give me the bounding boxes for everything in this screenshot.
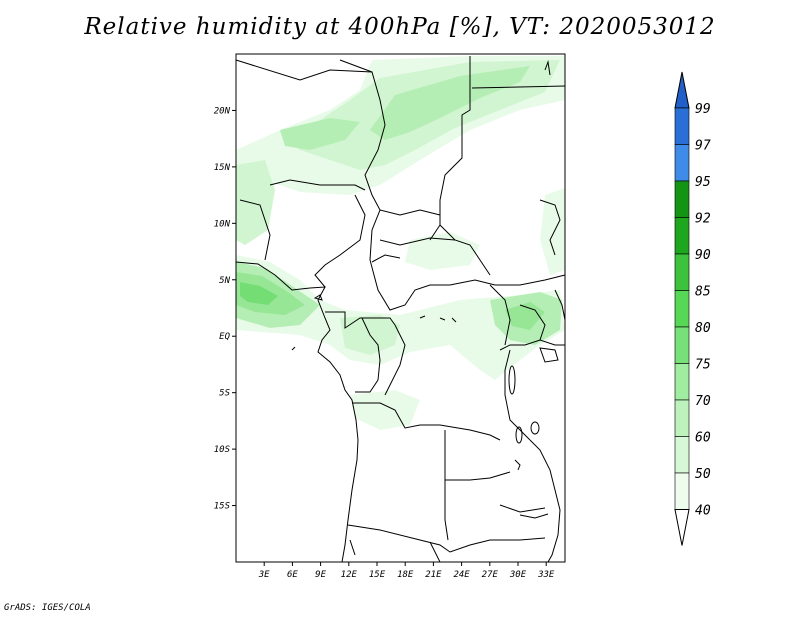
humidity-area-west-inland	[236, 160, 275, 245]
map-frame	[235, 53, 566, 563]
colorbar-label: 50	[695, 467, 711, 482]
colorbar-segment	[674, 290, 690, 328]
lat-tick-label: 5N	[219, 276, 230, 286]
humidity-shading	[236, 56, 565, 430]
lon-tick-label: 21E	[425, 570, 442, 580]
lon-tick-label: 9E	[315, 570, 326, 580]
colorbar-label: 97	[695, 139, 711, 154]
colorbar-label: 80	[695, 321, 711, 336]
lon-tick-label: 33E	[537, 570, 555, 580]
colorbar-bottom-arrow	[674, 509, 690, 546]
humidity-area-lake-region	[505, 302, 545, 330]
humidity-area-central-belt	[405, 232, 480, 270]
country-borders	[235, 56, 566, 563]
lon-tick-label: 12E	[341, 570, 358, 580]
lon-tick-label: 3E	[258, 570, 270, 580]
map-title: Relative humidity at 400hPa [%], VT: 202…	[84, 14, 716, 40]
colorbar-segment	[674, 253, 690, 291]
colorbar-label: 75	[695, 358, 711, 373]
colorbar-label: 70	[695, 394, 711, 409]
lon-tick-label: 6E	[287, 570, 298, 580]
lat-tick-label: 15S	[214, 502, 231, 512]
lat-tick-label: 10N	[214, 219, 231, 229]
colorbar-segment	[674, 107, 690, 145]
humidity-area-east-strip	[540, 188, 565, 275]
lon-tick-label: 15E	[369, 570, 386, 580]
lat-tick-label: 20N	[214, 106, 231, 116]
humidity-area-north-core	[370, 66, 530, 140]
humidity-area-north-west	[280, 118, 360, 150]
colorbar-segment	[674, 363, 690, 401]
colorbar-label: 99	[695, 102, 711, 117]
longitude-axis: 3E 6E 9E 12E 15E 18E 21E 24E 27E 30E 33E	[258, 562, 555, 580]
colorbar-segment	[674, 144, 690, 182]
colorbar: 99 97 95 92 90 85 80 75 70 60 50 40	[674, 71, 711, 546]
grads-credit: GrADS: IGES/COLA	[4, 603, 91, 613]
humidity-area-south	[350, 390, 420, 430]
colorbar-segment	[674, 326, 690, 364]
lat-tick-label: EQ	[219, 332, 230, 342]
colorbar-label: 92	[695, 212, 711, 227]
lat-tick-label: 10S	[214, 445, 231, 455]
colorbar-segment	[674, 399, 690, 437]
colorbar-segment	[674, 180, 690, 218]
colorbar-label: 90	[695, 248, 711, 263]
colorbar-segment	[674, 472, 690, 510]
lon-tick-label: 24E	[453, 570, 470, 580]
colorbar-label: 95	[695, 175, 711, 190]
colorbar-label: 60	[695, 431, 711, 446]
colorbar-label: 85	[695, 285, 711, 300]
lon-tick-label: 18E	[397, 570, 414, 580]
lat-tick-label: 5S	[219, 389, 230, 399]
lat-tick-label: 15N	[214, 163, 231, 173]
colorbar-top-arrow	[674, 71, 690, 109]
lon-tick-label: 27E	[482, 570, 499, 580]
colorbar-segment	[674, 217, 690, 255]
colorbar-label: 40	[695, 504, 711, 519]
humidity-area-gulf-inner	[240, 282, 278, 305]
humidity-area-gulf-outer	[236, 255, 565, 380]
colorbar-segment	[674, 436, 690, 474]
lakes-islands	[291, 60, 559, 519]
lon-tick-label: 30E	[509, 570, 527, 580]
latitude-axis: 20N 15N 10N 5N EQ 5S 10S 15S	[214, 106, 236, 512]
